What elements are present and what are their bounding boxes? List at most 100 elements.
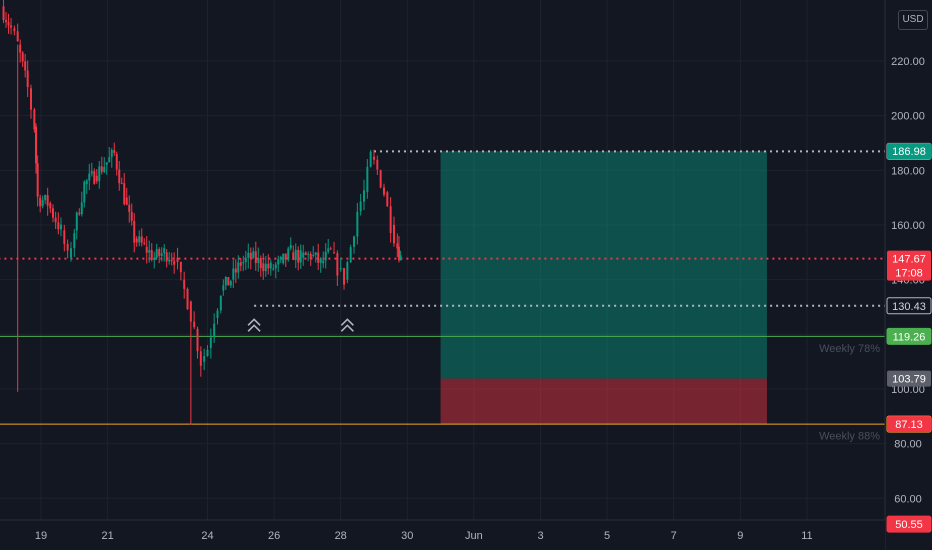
- chevron: [340, 318, 354, 326]
- candles: [2, 0, 402, 425]
- candle-body: [314, 252, 317, 255]
- candle-body: [239, 262, 242, 266]
- candle-body: [63, 230, 66, 244]
- stop-zone: [440, 378, 767, 425]
- candle-body: [242, 261, 245, 264]
- axis-price-tag-label: 186.98: [892, 146, 926, 158]
- x-tick-label: 3: [537, 530, 543, 542]
- candle-body: [392, 224, 395, 244]
- candle-body: [100, 166, 103, 172]
- candle-body: [153, 257, 156, 260]
- y-tick-label: 200.00: [891, 111, 925, 123]
- candle-body: [294, 249, 297, 260]
- candle-body: [289, 244, 292, 249]
- candle-body: [259, 257, 262, 269]
- axis-price-tag: [886, 297, 932, 315]
- double-chevron-up-icon: [247, 318, 261, 332]
- candle-body: [247, 252, 250, 258]
- candle-body: [110, 150, 113, 158]
- candle-body: [54, 217, 57, 223]
- axis-price-tag: [887, 143, 931, 160]
- annotation-label: Weekly 88%: [819, 430, 880, 442]
- candle-body: [95, 175, 98, 182]
- candle-body: [120, 183, 123, 185]
- candle-body: [36, 163, 39, 197]
- candle-body: [13, 28, 16, 32]
- x-tick-label: 26: [268, 530, 280, 542]
- candle-body: [252, 251, 255, 258]
- axis-price-tag: [886, 327, 932, 345]
- candle-body: [264, 263, 267, 272]
- currency-label[interactable]: USD: [898, 10, 928, 30]
- candle-body: [257, 257, 260, 264]
- candle-body: [287, 248, 290, 260]
- candle-body: [216, 310, 219, 318]
- axis-price-tag-label: 119.26: [893, 331, 926, 343]
- candle-body: [51, 208, 54, 218]
- axis-price-tag: [887, 370, 931, 387]
- candle-body: [16, 31, 19, 42]
- candle-body: [2, 6, 5, 21]
- candle-body: [319, 258, 322, 263]
- candle-body: [26, 70, 29, 88]
- candle-body: [176, 257, 179, 262]
- candle-body: [103, 166, 106, 172]
- candle-body: [322, 260, 325, 264]
- candle-body: [317, 252, 320, 263]
- candle-body: [309, 253, 312, 260]
- x-tick-label: 5: [604, 530, 610, 542]
- candle-body: [118, 169, 121, 184]
- candle-body: [227, 277, 230, 286]
- x-tick-label: 9: [737, 530, 743, 542]
- y-tick-label: 220.00: [891, 56, 925, 68]
- time-axis: [0, 520, 885, 550]
- axis-price-tag-label: 87.13: [895, 419, 923, 431]
- candle-body: [130, 211, 133, 221]
- candle-body: [206, 349, 209, 357]
- candle-body: [66, 243, 69, 251]
- candle-body: [329, 248, 332, 250]
- candle-body: [57, 222, 60, 230]
- x-tick-label: Jun: [465, 530, 483, 542]
- candle-body: [168, 259, 171, 262]
- candle-body: [90, 171, 93, 174]
- candle-body: [277, 259, 280, 265]
- candle-body: [282, 253, 285, 264]
- y-tick-label: 160.00: [891, 220, 925, 232]
- y-tick-label: 180.00: [891, 165, 925, 177]
- annotation-label: Weekly 78%: [819, 343, 880, 355]
- candle-body: [21, 52, 24, 62]
- candle-body: [224, 277, 227, 286]
- x-tick-label: 30: [401, 530, 413, 542]
- candle-body: [363, 190, 366, 202]
- candle-body: [44, 195, 47, 201]
- candle-body: [150, 250, 153, 260]
- candle-body: [140, 236, 143, 243]
- candle-body: [24, 61, 27, 71]
- candle-body: [49, 203, 52, 209]
- candle-body: [346, 262, 349, 280]
- x-tick-label: 28: [335, 530, 347, 542]
- candle-body: [369, 151, 372, 167]
- candle-body: [219, 295, 222, 311]
- candle-body: [244, 257, 247, 262]
- candle-body: [183, 279, 186, 289]
- candle-body: [7, 22, 10, 26]
- axis-price-tag: [887, 416, 931, 433]
- candle-body: [379, 170, 382, 188]
- candle-body: [80, 202, 83, 215]
- candle-body: [366, 166, 369, 193]
- axis-price-tag: [886, 515, 932, 533]
- candle-body: [158, 249, 161, 256]
- candle-body: [279, 257, 282, 260]
- candle-body: [69, 248, 72, 258]
- candle-body: [113, 150, 116, 153]
- candle-body: [5, 20, 8, 23]
- candle-body: [138, 236, 141, 243]
- candle-body: [33, 109, 36, 130]
- candle-body: [203, 356, 206, 362]
- candle-body: [339, 268, 342, 270]
- candle-body: [125, 197, 128, 205]
